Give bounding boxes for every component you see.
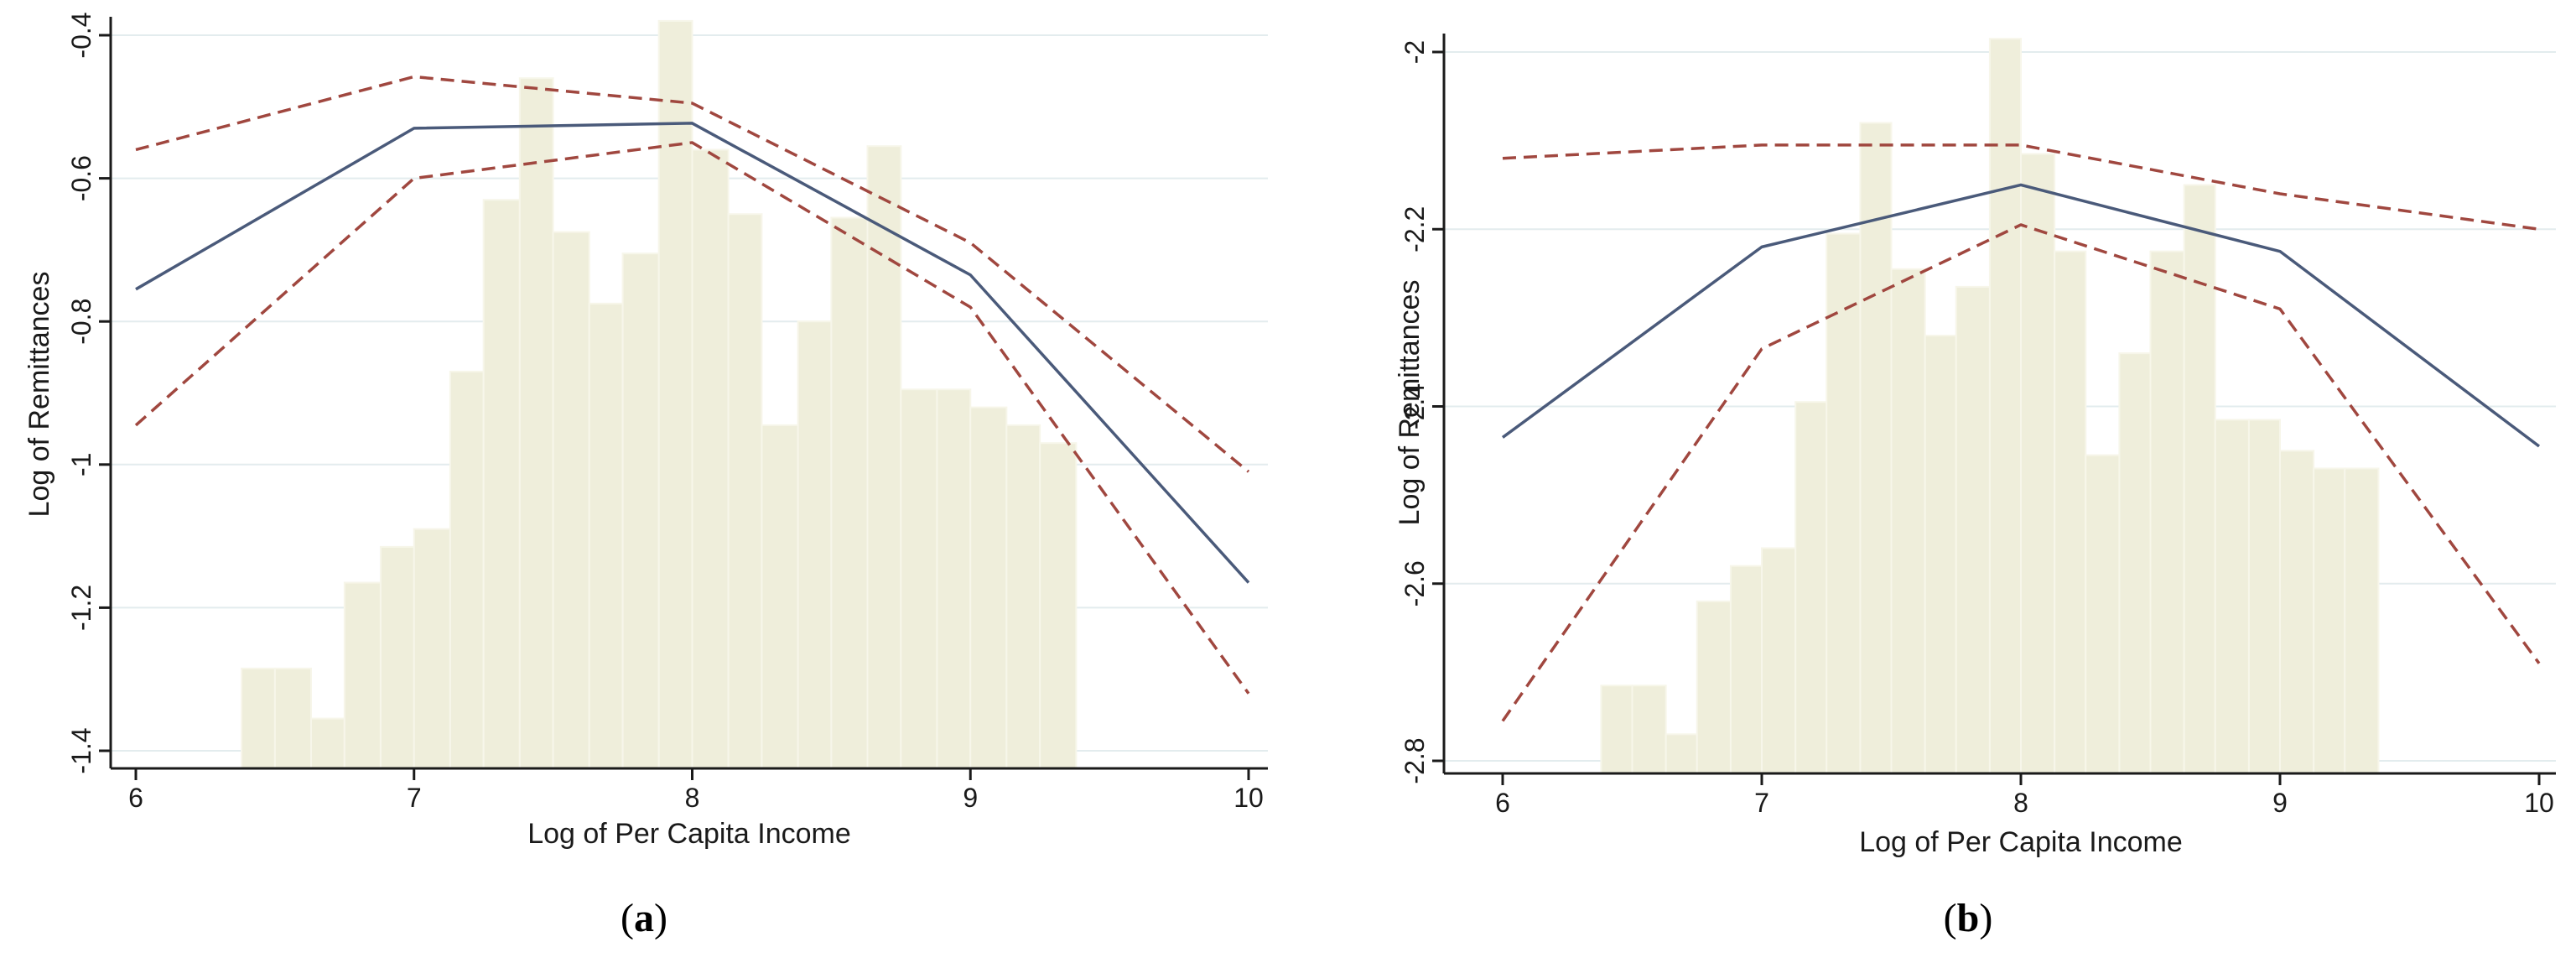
y-tick-label: -1.4 <box>66 727 96 773</box>
histogram-bar <box>691 148 730 770</box>
histogram-bar <box>900 388 938 769</box>
histogram-bar <box>1924 335 1957 774</box>
histogram-bar <box>379 545 415 770</box>
y-tick-label: -2 <box>1400 40 1430 64</box>
histogram-bar <box>2214 419 2250 774</box>
histogram-bar <box>1600 685 1633 774</box>
estimate-line <box>1501 183 2541 448</box>
caption-label: a <box>634 896 654 940</box>
caption-close-paren: ) <box>1979 896 1992 940</box>
histogram-bar <box>969 406 1008 769</box>
histogram-bar <box>657 19 693 769</box>
histogram-bar <box>1794 401 1828 774</box>
y-tick-label: -1 <box>66 453 96 476</box>
histogram-bar <box>343 581 382 769</box>
histogram-bar <box>621 252 660 770</box>
y-tick-label: -2.4 <box>1400 383 1430 429</box>
histogram-bar <box>2183 184 2216 774</box>
histogram-bar <box>866 145 902 769</box>
histogram-bar <box>2149 250 2185 774</box>
histogram-bar <box>797 320 833 769</box>
histogram-bar <box>2020 153 2056 774</box>
histogram-bar <box>727 213 763 769</box>
caption-open-paren: ( <box>1944 896 1957 940</box>
histogram-bar <box>482 199 521 769</box>
y-tick-label: -0.4 <box>66 12 96 58</box>
histogram-bar <box>2054 250 2087 774</box>
histogram-bar <box>413 528 451 769</box>
x-axis-label: Log of Per Capita Income <box>527 818 851 850</box>
histogram-bar <box>1696 600 1732 774</box>
y-tick-label: -1.2 <box>66 585 96 631</box>
histogram-bar <box>2118 352 2152 774</box>
chart-panel-b: 6 7 8 9 10 -2.8 -2.6 -2.4 -2.2 -2 Log of Per Capit… <box>1394 34 2556 940</box>
histogram-bar <box>1039 442 1078 770</box>
x-axis-label: Log of Per Capita Income <box>1859 826 2183 858</box>
histogram-bar <box>449 370 485 769</box>
y-tick-label: -2.2 <box>1400 206 1430 252</box>
histogram-bar <box>518 77 554 770</box>
x-tick-label: 7 <box>1754 788 1769 818</box>
y-tick-label: -2.6 <box>1400 560 1430 606</box>
histogram-bar <box>2313 467 2346 774</box>
chart-panel-a: 6 7 8 9 10 -1.4 -1.2 -1 -0.8 -0.6 -0.4 Log of Per C… <box>23 12 1268 940</box>
caption-close-paren: ) <box>654 896 667 940</box>
histogram-bar <box>936 388 972 769</box>
x-tick-label: 8 <box>2013 788 2028 818</box>
histogram-bar <box>1890 268 1926 774</box>
y-axis-label: Log of Remittances <box>23 272 55 518</box>
x-tick-label: 10 <box>1233 783 1264 813</box>
histogram-bar <box>588 302 624 769</box>
y-axis-label: Log of Remittances <box>1394 280 1426 526</box>
x-tick-label: 6 <box>1495 788 1510 818</box>
x-tick-label: 8 <box>685 783 700 813</box>
x-tick-label: 7 <box>407 783 422 813</box>
y-tick-label: -0.8 <box>66 299 96 345</box>
histogram-bar <box>2247 419 2281 774</box>
histogram-bar <box>1955 285 1991 774</box>
histogram-bar <box>1665 733 1698 774</box>
x-tick-label: 9 <box>963 783 978 813</box>
histogram-bar <box>273 667 313 770</box>
panel-caption: (b) <box>1944 896 1993 940</box>
confidence-band-line <box>1502 143 2540 231</box>
y-tick-label: -2.8 <box>1400 737 1430 783</box>
histogram-bar <box>761 424 799 769</box>
histogram-bar <box>2344 467 2380 774</box>
histogram-bar <box>1005 424 1041 769</box>
histogram-bar <box>1859 122 1893 774</box>
y-tick-label: -0.6 <box>66 155 96 201</box>
histogram-bar <box>1988 38 2022 774</box>
histogram-bar <box>241 667 276 770</box>
panel-caption: (a) <box>621 896 667 940</box>
histogram-bar <box>1631 685 1667 774</box>
caption-open-paren: ( <box>621 896 634 940</box>
estimate-line <box>135 122 1250 584</box>
histogram-bar <box>2279 450 2315 774</box>
histogram-bar <box>552 231 590 769</box>
histogram-bar <box>830 216 869 769</box>
histogram-bar <box>2085 454 2121 774</box>
x-tick-label: 9 <box>2272 788 2288 818</box>
confidence-band-line <box>134 141 1250 695</box>
confidence-band-line <box>1501 223 2541 722</box>
x-tick-label: 6 <box>128 783 143 813</box>
caption-label: b <box>1957 896 1980 940</box>
x-tick-label: 10 <box>2524 788 2554 818</box>
confidence-band-line <box>135 75 1250 473</box>
histogram-bar <box>1729 565 1763 774</box>
histogram-bar <box>1761 547 1797 774</box>
histogram-bar <box>310 717 345 769</box>
